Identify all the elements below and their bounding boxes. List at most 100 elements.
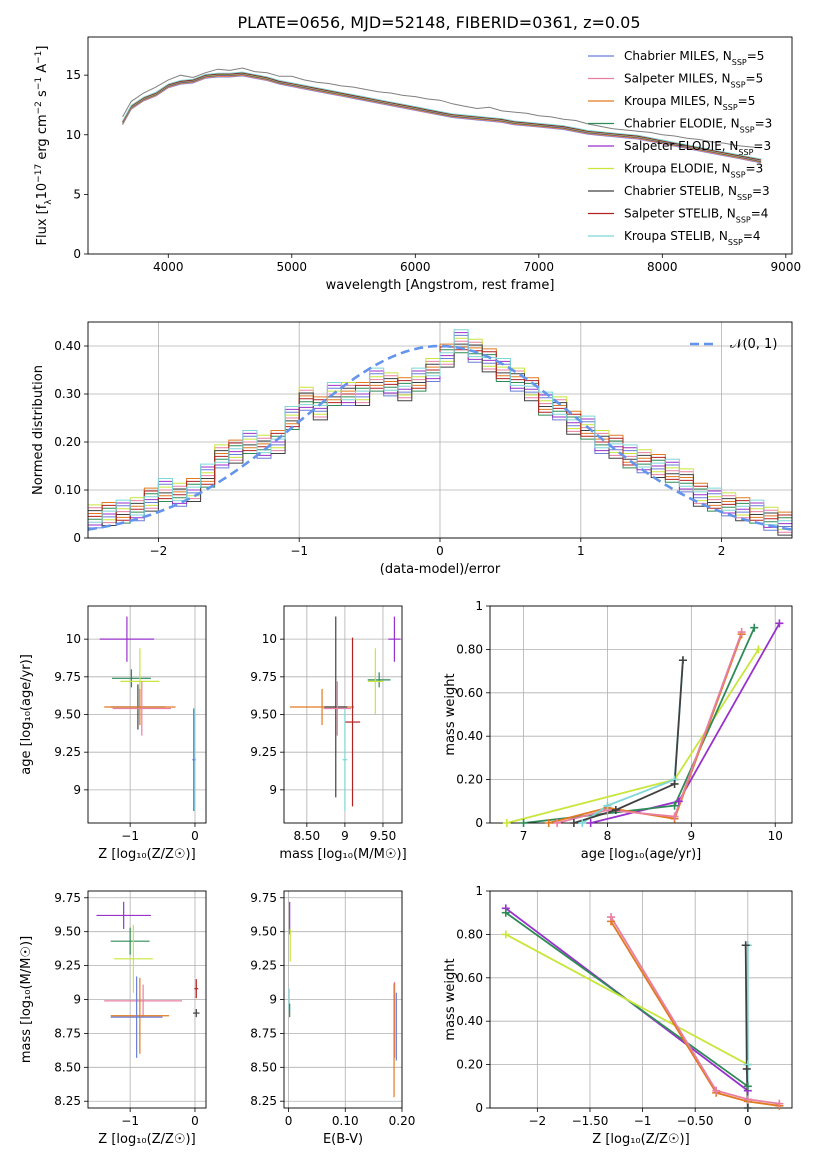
- model-line: [122, 71, 762, 160]
- tick-label-y: 8.50: [54, 1060, 81, 1074]
- tick-label-y: 0.80: [456, 927, 483, 941]
- massweight-marker: [737, 628, 746, 637]
- massweight-marker: [611, 805, 620, 814]
- tick-label-y: 9.75: [54, 891, 81, 905]
- tick-label-x: 0: [191, 1114, 199, 1128]
- plot-area: [88, 329, 792, 536]
- x-axis-label: Z [log₁₀(Z/Z☉)]: [592, 1132, 689, 1147]
- tick-label-y: 9.25: [54, 745, 81, 759]
- x-axis-label: E(B-V): [323, 1132, 363, 1147]
- massweight-marker: [603, 801, 612, 810]
- model-line: [122, 74, 762, 163]
- panel-age-vs-mass: 8.50 9 9.50 9 9.25 9.50 9.75 10 mass [log₁₀(M/M☉…: [250, 605, 407, 862]
- tick-label-y: 0.20: [456, 1058, 483, 1072]
- massweight-marker: [754, 645, 763, 654]
- figure-title: PLATE=0656, MJD=52148, FIBERID=0361, z=0…: [237, 13, 640, 32]
- massweight-marker: [743, 1060, 752, 1069]
- panel-massweight-vs-Z: −2 −1.50 −1 −0.50 0 0 0.20 0.40 0.60 0.80 1 Z [log₁…: [443, 884, 793, 1147]
- tick-label-x: −1: [121, 1114, 139, 1128]
- massweight-marker: [501, 908, 510, 917]
- plot-area: [290, 616, 401, 811]
- tick-label-x: 8.50: [293, 829, 320, 843]
- massweight-marker: [775, 1099, 784, 1108]
- tick-label-x: 2: [718, 544, 726, 558]
- model-line: [122, 72, 762, 161]
- tick-label-x: 0: [191, 829, 199, 843]
- massweight-marker: [607, 913, 616, 922]
- x-axis-label: Z [log₁₀(Z/Z☉)]: [98, 847, 195, 862]
- plot-area: [99, 616, 197, 811]
- tick-label-x: 9: [688, 829, 696, 843]
- tick-label-y: 0.30: [54, 387, 81, 401]
- x-axis-label: Z [log₁₀(Z/Z☉)]: [98, 1132, 195, 1147]
- legend-entry: Salpeter STELIB, NSSP=4: [624, 207, 768, 225]
- tick-label-y: 10: [66, 128, 81, 142]
- axes-frame: [283, 605, 403, 824]
- y-axis-label: mass weight: [443, 958, 458, 1040]
- tick-label-y: 9.50: [250, 708, 277, 722]
- panel-residuals: −2 −1 0 1 2 0 0.10 0.20 0.30 0.40 (data-model)/err…: [31, 321, 793, 577]
- tick-label-x: 0: [744, 1114, 752, 1128]
- tick-label-y: 8.50: [250, 1060, 277, 1074]
- model-line: [122, 72, 762, 161]
- x-axis-label: age [log₁₀(age/yr)]: [581, 847, 702, 862]
- massweight-marker: [501, 930, 510, 939]
- y-axis-label: mass weight: [443, 673, 458, 755]
- tick-label-y: 8.75: [54, 1026, 81, 1040]
- massweight-line: [556, 631, 743, 823]
- axes-frame: [87, 890, 207, 1109]
- tick-label-x: 10: [768, 829, 783, 843]
- tick-label-y: 9: [73, 783, 81, 797]
- massweight-marker: [670, 812, 679, 821]
- massweight-line: [505, 933, 749, 1066]
- x-axis-label: wavelength [Angstrom, rest frame]: [326, 278, 555, 293]
- tick-label-y: 10: [66, 632, 81, 646]
- tick-label-y: 9: [73, 993, 81, 1007]
- massweight-marker: [742, 1064, 751, 1073]
- tick-label-y: 0.40: [456, 1014, 483, 1028]
- tick-label-y: 8.25: [54, 1094, 81, 1108]
- tick-label-y: 9.25: [250, 959, 277, 973]
- tick-label-y: 0: [73, 531, 81, 545]
- massweight-marker: [775, 619, 784, 628]
- tick-label-y: 0: [475, 1101, 483, 1115]
- tick-label-y: 0.40: [54, 339, 81, 353]
- tick-label-y: 0.40: [456, 729, 483, 743]
- tick-label-y: 1: [475, 884, 483, 898]
- histogram-step: [88, 329, 792, 526]
- tick-label-y: 9.75: [250, 891, 277, 905]
- legend-entry: Chabrier MILES, NSSP=5: [624, 49, 764, 67]
- tick-label-x: 4000: [153, 260, 184, 274]
- tick-label-y: 9.75: [54, 670, 81, 684]
- tick-label-y: 0.80: [456, 642, 483, 656]
- tick-label-y: 5: [73, 187, 81, 201]
- legend-entry: Kroupa MILES, NSSP=5: [624, 94, 755, 112]
- legend: Chabrier MILES, NSSP=5 Salpeter MILES, NS…: [588, 49, 772, 247]
- tick-label-x: 7000: [524, 260, 555, 274]
- massweight-marker: [712, 1086, 721, 1095]
- massweight-marker: [741, 941, 750, 950]
- massweight-line: [573, 660, 684, 823]
- tick-label-y: 0.60: [456, 686, 483, 700]
- tick-label-x: 9000: [771, 260, 802, 274]
- tick-label-x: 7: [520, 829, 528, 843]
- tick-label-x: −1: [121, 829, 139, 843]
- axes-frame: [87, 321, 793, 539]
- massweight-marker: [670, 779, 679, 788]
- massweight-marker: [502, 819, 511, 827]
- massweight-marker: [553, 819, 562, 827]
- y-axis-label: mass [log₁₀(M/M☉)]: [19, 936, 34, 1063]
- tick-label-y: 15: [66, 68, 81, 82]
- tick-label-y: 0: [475, 816, 483, 830]
- tick-label-x: 8: [604, 829, 612, 843]
- plot-area: [288, 901, 397, 1098]
- panel-massweight-vs-age: 7 8 9 10 0 0.20 0.40 0.60 0.80 1 age [log₁₀(age/yr…: [443, 599, 793, 862]
- tick-label-y: 8.75: [250, 1026, 277, 1040]
- tick-label-y: 0: [73, 247, 81, 261]
- tick-label-y: 1: [475, 599, 483, 613]
- tick-label-x: 0: [436, 544, 444, 558]
- legend-entry: Kroupa ELODIE, NSSP=3: [624, 162, 763, 180]
- legend-entry: Chabrier STELIB, NSSP=3: [624, 184, 770, 202]
- massweight-marker: [569, 819, 578, 827]
